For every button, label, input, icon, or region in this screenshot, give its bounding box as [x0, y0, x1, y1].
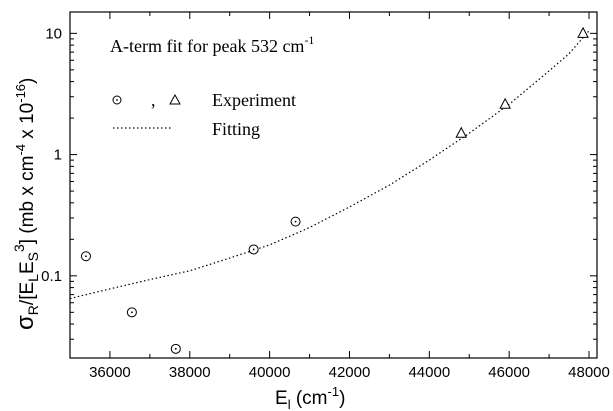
y-axis-pow-sup: -16 — [13, 84, 28, 103]
y-axis-sigma-sub: R — [25, 305, 41, 315]
x-axis-title-rest: (cm — [291, 388, 328, 409]
axis-ticks: 36000 38000 40000 42000 44000 46000 48000 0.1 1 1… — [41, 12, 610, 381]
legend-separator: , — [151, 90, 156, 110]
legend-triangle-marker — [169, 93, 181, 105]
x-tick-label: 42000 — [329, 364, 371, 381]
x-axis-title: El (cm-1) — [275, 384, 345, 411]
x-tick-label: 44000 — [408, 364, 450, 381]
y-axis-sigma: σ — [12, 315, 39, 330]
y-axis-cm-sup: -4 — [13, 144, 28, 156]
fitting-curve — [69, 30, 590, 300]
experiment-triangle-point — [577, 26, 589, 38]
x-tick-label: 38000 — [169, 364, 211, 381]
y-tick-label: 0.1 — [41, 268, 62, 285]
experiment-circle-dot — [294, 220, 297, 223]
legend-circle-marker — [112, 95, 122, 105]
legend: , Experiment Fitting — [112, 90, 296, 139]
y-axis-l-sub: L — [25, 274, 41, 282]
experiment-circle-dot — [252, 248, 255, 251]
y-tick-label: 10 — [45, 25, 62, 42]
y-axis-title: σR/[ELES3] (mb x cm-4 x 10-16) — [11, 78, 41, 330]
chart-title: A-term fit for peak 532 cm-1 — [110, 33, 314, 56]
x-axis-title-sup: -1 — [328, 384, 340, 399]
y-axis-s-sup: 3 — [11, 244, 27, 252]
marker-layer — [80, 26, 589, 354]
x-tick-label: 46000 — [488, 364, 530, 381]
experiment-triangle-point — [499, 97, 512, 109]
experiment-circle-dot — [130, 311, 133, 314]
legend-circle-dot — [116, 99, 118, 101]
y-tick-label: 1 — [54, 147, 62, 164]
y-axis-s-sub: S — [25, 252, 41, 261]
x-tick-label: 36000 — [89, 364, 131, 381]
x-axis-title-sub: l — [288, 397, 291, 411]
legend-experiment-label: Experiment — [212, 90, 296, 110]
experiment-circle-dot — [85, 255, 87, 258]
chart-title-sup: -1 — [304, 33, 314, 47]
x-tick-label: 40000 — [249, 364, 291, 381]
experiment-triangle-point — [455, 126, 468, 138]
x-axis-title-end: ) — [339, 388, 345, 409]
x-tick-label: 48000 — [568, 364, 610, 381]
fit-curve-layer — [69, 30, 590, 300]
legend-fitting-label: Fitting — [212, 119, 260, 139]
experiment-circle-dot — [174, 347, 177, 350]
plot-frame — [69, 11, 598, 359]
